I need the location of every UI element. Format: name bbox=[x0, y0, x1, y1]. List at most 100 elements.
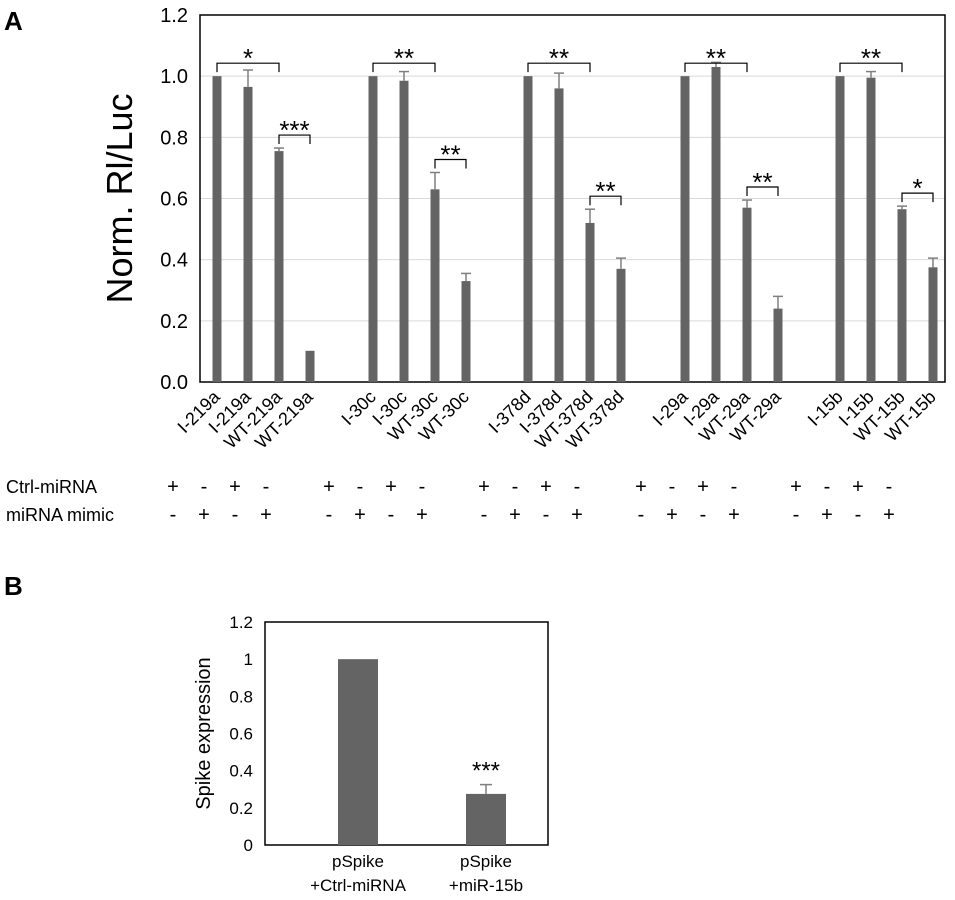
bar bbox=[554, 88, 564, 383]
sig-bracket bbox=[278, 134, 311, 145]
mimic-sign: - bbox=[170, 504, 177, 526]
ctrl-sign: + bbox=[323, 476, 335, 498]
y-tick-label: 0.2 bbox=[160, 311, 188, 333]
bar bbox=[338, 659, 378, 845]
bar bbox=[616, 268, 626, 382]
sig-label: ** bbox=[752, 167, 772, 197]
sig-label: *** bbox=[279, 115, 309, 145]
mimic-sign: + bbox=[198, 504, 210, 526]
bar bbox=[897, 209, 907, 382]
plot-frame bbox=[199, 14, 946, 383]
bar bbox=[585, 222, 595, 382]
mimic-sign: - bbox=[543, 504, 550, 526]
y-tick-label: 1.0 bbox=[160, 66, 188, 88]
y-tick-label: 0.4 bbox=[160, 250, 188, 272]
y-axis-label: Spike expression bbox=[193, 657, 215, 809]
bar bbox=[430, 189, 440, 382]
bar bbox=[368, 76, 378, 383]
y-tick-label: 0.8 bbox=[160, 127, 188, 149]
x-tick-label: pSpike bbox=[460, 852, 512, 871]
mimic-sign: + bbox=[666, 504, 678, 526]
mimic-sign: + bbox=[354, 504, 366, 526]
sig-bracket bbox=[684, 62, 748, 73]
y-tick-label: 0.4 bbox=[229, 762, 253, 781]
bar bbox=[461, 281, 471, 382]
bar bbox=[305, 350, 315, 382]
mimic-sign: + bbox=[571, 504, 583, 526]
mimic-sign: + bbox=[728, 504, 740, 526]
mimic-sign: - bbox=[793, 504, 800, 526]
ctrl-sign: + bbox=[540, 476, 552, 498]
ctrl-sign: - bbox=[574, 476, 581, 498]
y-tick-label: 1.2 bbox=[229, 613, 253, 632]
mimic-sign: - bbox=[481, 504, 488, 526]
ctrl-sign: - bbox=[886, 476, 893, 498]
x-tick-label: pSpike bbox=[332, 852, 384, 871]
ctrl-sign: - bbox=[357, 476, 364, 498]
sig-label: ** bbox=[595, 176, 615, 206]
mimic-sign: - bbox=[326, 504, 333, 526]
bar bbox=[680, 76, 690, 383]
mimic-sign: + bbox=[416, 504, 428, 526]
ctrl-sign: - bbox=[512, 476, 519, 498]
sig-bracket bbox=[746, 186, 779, 197]
ctrl-sign: - bbox=[419, 476, 426, 498]
sig-bracket bbox=[527, 62, 591, 73]
y-tick-label: 1 bbox=[244, 650, 253, 669]
ctrl-sign: + bbox=[697, 476, 709, 498]
bar bbox=[928, 267, 938, 382]
ctrl-sign: + bbox=[790, 476, 802, 498]
ctrl-sign: - bbox=[263, 476, 270, 498]
bar bbox=[866, 77, 876, 382]
sig-bracket bbox=[372, 62, 436, 73]
y-tick-label: 0.0 bbox=[160, 372, 188, 394]
bar bbox=[835, 76, 845, 383]
bar bbox=[523, 76, 533, 383]
bar bbox=[742, 207, 752, 382]
sig-bracket bbox=[589, 195, 622, 206]
row-label-mimic: miRNA mimic bbox=[6, 505, 114, 525]
x-tick-label: +Ctrl-miRNA bbox=[310, 876, 407, 895]
y-tick-label: 0 bbox=[244, 836, 253, 855]
sig-label: *** bbox=[472, 758, 500, 785]
ctrl-sign: + bbox=[478, 476, 490, 498]
mimic-sign: + bbox=[509, 504, 521, 526]
mimic-sign: - bbox=[638, 504, 645, 526]
y-tick-label: 0.2 bbox=[229, 799, 253, 818]
ctrl-sign: + bbox=[635, 476, 647, 498]
plot-frame bbox=[264, 621, 549, 846]
bar bbox=[773, 308, 783, 382]
sig-label: ** bbox=[394, 43, 414, 73]
y-axis-label: Norm. Rl/Luc bbox=[99, 93, 140, 303]
x-tick-label: I-15b bbox=[804, 387, 847, 430]
mimic-sign: - bbox=[232, 504, 239, 526]
bar bbox=[243, 86, 253, 382]
panel-label-a: A bbox=[4, 6, 23, 36]
mimic-sign: + bbox=[821, 504, 833, 526]
mimic-sign: - bbox=[855, 504, 862, 526]
bar bbox=[466, 793, 506, 845]
mimic-sign: - bbox=[700, 504, 707, 526]
x-tick-label: I-30c bbox=[337, 387, 379, 429]
y-tick-label: 0.6 bbox=[229, 725, 253, 744]
row-label-ctrl: Ctrl-miRNA bbox=[6, 477, 97, 497]
sig-bracket bbox=[434, 158, 467, 169]
y-tick-label: 0.6 bbox=[160, 189, 188, 211]
y-tick-label: 0.8 bbox=[229, 687, 253, 706]
sig-bracket bbox=[901, 192, 934, 203]
sig-label: ** bbox=[440, 140, 460, 170]
ctrl-sign: + bbox=[385, 476, 397, 498]
mimic-sign: + bbox=[260, 504, 272, 526]
bar bbox=[212, 76, 222, 383]
panel-label-b: B bbox=[4, 571, 23, 601]
chart-b: 0 0.2 0.4 0.6 0.8 1 1.2 Spike expression pSpike +… bbox=[193, 613, 549, 895]
sig-label: * bbox=[912, 173, 922, 203]
mimic-sign: - bbox=[388, 504, 395, 526]
sig-bracket bbox=[216, 62, 280, 73]
sig-label: ** bbox=[706, 43, 726, 73]
ctrl-sign: + bbox=[229, 476, 241, 498]
sig-bracket bbox=[839, 62, 903, 73]
x-tick-label: +miR-15b bbox=[449, 876, 523, 895]
